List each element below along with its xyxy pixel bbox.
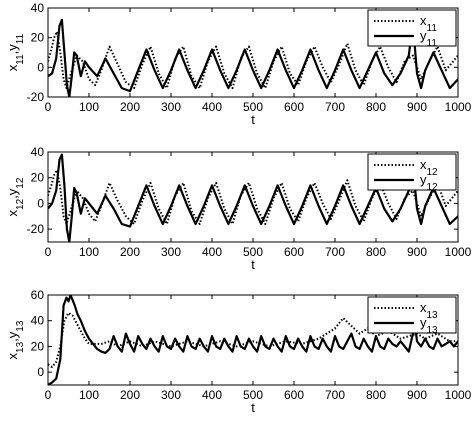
x-tick-label: 400 [202, 388, 222, 402]
y-tick-label: 40 [31, 314, 45, 328]
x-axis-label: t [251, 400, 255, 415]
legend-box [367, 153, 457, 191]
y-tick-label: 0 [37, 365, 44, 379]
series-line-y11 [48, 18, 458, 97]
x-tick-label: 600 [284, 388, 304, 402]
series-line-y12 [48, 153, 458, 242]
y-tick-label: 40 [31, 1, 45, 15]
legend-label-y12: y12 [420, 172, 438, 193]
x-tick-label: 800 [366, 388, 386, 402]
y-axis-label: x13,y13 [5, 320, 26, 359]
x-tick-label: 300 [161, 388, 181, 402]
legend-box [367, 296, 457, 334]
legend-label-y13: y13 [420, 315, 438, 336]
y-tick-label: 60 [31, 288, 45, 302]
y-tick-label: 20 [31, 339, 45, 353]
legend-label-x12: x12 [420, 157, 438, 178]
y-axis-label: x11,y11 [5, 33, 26, 71]
x-tick-label: 1000 [445, 245, 472, 259]
x-tick-label: 300 [161, 245, 181, 259]
y-tick-label: 40 [31, 145, 45, 159]
x-tick-label: 700 [325, 388, 345, 402]
x-tick-label: 200 [120, 100, 140, 114]
legend-label-x13: x13 [420, 300, 438, 321]
x-tick-label: 0 [45, 100, 52, 114]
x-tick-label: 1000 [445, 388, 472, 402]
x-tick-label: 400 [202, 100, 222, 114]
x-tick-label: 400 [202, 245, 222, 259]
x-tick-label: 0 [45, 245, 52, 259]
x-axis-label: t [251, 112, 255, 127]
x-tick-label: 0 [45, 388, 52, 402]
x-tick-label: 900 [407, 100, 427, 114]
x-tick-label: 200 [120, 388, 140, 402]
x-tick-label: 600 [284, 100, 304, 114]
x-tick-label: 500 [243, 245, 263, 259]
x-tick-label: 1000 [445, 100, 472, 114]
series-line-y13 [48, 295, 458, 385]
y-tick-label: 0 [37, 60, 44, 74]
series-line-x13 [48, 312, 458, 368]
x-tick-label: 100 [79, 245, 99, 259]
chart-panel-2: 0 100 200 300 400 500 600 700 800 900 1000-2002040… [5, 145, 472, 272]
x-tick-label: 200 [120, 245, 140, 259]
y-tick-label: 0 [37, 196, 44, 210]
y-tick-label: 20 [31, 171, 45, 185]
x-tick-label: 500 [243, 388, 263, 402]
x-tick-label: 800 [366, 245, 386, 259]
legend-box [367, 9, 457, 47]
x-tick-label: 700 [325, 100, 345, 114]
x-tick-label: 500 [243, 100, 263, 114]
x-tick-label: 800 [366, 100, 386, 114]
x-tick-label: 100 [79, 100, 99, 114]
x-tick-label: 300 [161, 100, 181, 114]
y-tick-label: -20 [27, 222, 45, 236]
chart-panel-3: 0 100 200 300 400 500 600 700 800 900 1000 0 20 40 60 t… [5, 288, 472, 415]
x-axis-label: t [251, 257, 255, 272]
legend-label-y11: y11 [420, 28, 437, 49]
x-tick-label: 900 [407, 245, 427, 259]
legend-label-x11: x11 [420, 13, 437, 34]
x-tick-label: 100 [79, 388, 99, 402]
chart-panel-1: 0 100 200 300 400 500 600 700 800 900 1000-2002040… [5, 1, 472, 127]
x-tick-label: 600 [284, 245, 304, 259]
y-tick-label: -20 [27, 90, 45, 104]
y-tick-label: 20 [31, 31, 45, 45]
x-tick-label: 700 [325, 245, 345, 259]
x-tick-label: 900 [407, 388, 427, 402]
y-axis-label: x12,y12 [5, 177, 26, 216]
